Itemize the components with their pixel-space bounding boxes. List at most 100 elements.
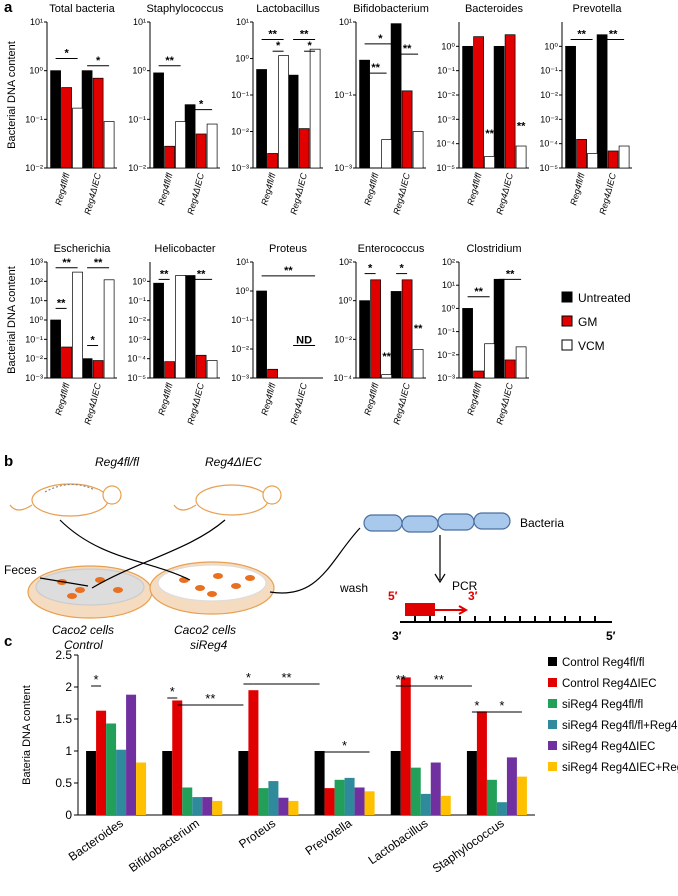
- bar: [287, 74, 299, 169]
- y-tick-label: 10¹: [236, 17, 249, 27]
- bar: [515, 346, 527, 379]
- y-tick-label: 10⁻¹: [231, 90, 249, 100]
- x-tick-label: Proteus: [236, 816, 278, 851]
- mouse-tail: [9, 504, 33, 511]
- y-tick-label: 10⁰: [235, 286, 249, 296]
- bar: [50, 319, 61, 379]
- label: Bacteria: [520, 516, 564, 530]
- bacteria-cells: [363, 512, 511, 533]
- y-tick-label: 10⁻⁴: [436, 139, 455, 149]
- x-tick-label: Reg4fl/fl: [156, 171, 174, 206]
- y-tick-label: 10⁻¹: [25, 114, 43, 124]
- y-tick-label: 10³: [30, 257, 43, 267]
- significance-label: **: [403, 43, 412, 55]
- y-tick-label: 10¹: [133, 17, 146, 27]
- y-axis-label: Bateria DNA content: [21, 685, 33, 785]
- bar: [430, 762, 441, 815]
- bar: [618, 145, 630, 169]
- legend-label: siReg4 Reg4fl/fl: [562, 699, 643, 711]
- legend-swatch: [561, 315, 573, 327]
- dish-inner: [157, 564, 267, 602]
- bar: [412, 349, 424, 379]
- label: 5′: [388, 589, 398, 603]
- significance-label: **: [62, 257, 71, 269]
- arrow: [39, 577, 89, 587]
- y-tick-label: 10⁻¹: [231, 315, 249, 325]
- bar: [256, 69, 267, 169]
- bar: [504, 34, 516, 169]
- y-tick-label: 10²: [339, 257, 352, 267]
- x-tick-label: Reg4fl/fl: [362, 381, 380, 416]
- legend-swatch: [548, 699, 557, 708]
- significance-label: **: [609, 29, 618, 41]
- y-tick-label: 10⁻²: [128, 163, 146, 173]
- x-tick-label: Reg4ΔIEC: [391, 171, 412, 215]
- bar: [268, 781, 279, 815]
- bar: [493, 45, 505, 169]
- y-tick-label: 10⁻³: [437, 114, 455, 124]
- y-tick-label: 10²: [442, 257, 455, 267]
- arrow: [59, 519, 191, 581]
- legend-swatch: [548, 720, 557, 729]
- bar: [258, 788, 269, 815]
- bar: [248, 690, 259, 815]
- x-tick-label: Reg4ΔIEC: [597, 171, 618, 215]
- label: Feces: [4, 563, 37, 577]
- y-tick-label: 10⁻³: [334, 163, 352, 173]
- x-tick-label: Reg4ΔIEC: [288, 381, 309, 425]
- bar: [192, 797, 203, 815]
- mouse: [195, 484, 269, 516]
- legend-swatch: [548, 762, 557, 771]
- y-tick-label: 10¹: [30, 17, 43, 27]
- bar: [473, 36, 484, 169]
- significance-label: *: [199, 99, 204, 111]
- legend-label: siReg4 Reg4fl/fl+Reg4: [562, 720, 678, 732]
- bar: [565, 45, 576, 169]
- bar: [390, 291, 402, 379]
- bar: [493, 278, 505, 379]
- significance-label: *: [170, 684, 175, 699]
- legend-label: siReg4 Reg4ΔIEC: [562, 741, 655, 753]
- bar: [324, 788, 335, 815]
- legend-swatch: [548, 657, 557, 666]
- significance-label: *: [474, 698, 479, 713]
- y-tick-label: 10⁰: [235, 54, 249, 64]
- y-tick-label: 10⁻²: [25, 163, 43, 173]
- x-tick-label: Reg4fl/fl: [465, 381, 483, 416]
- arrow: [91, 519, 226, 589]
- bar: [164, 361, 175, 379]
- significance-label: **: [414, 323, 423, 335]
- primer: [405, 603, 435, 616]
- significance-label: **: [485, 128, 494, 140]
- bar: [466, 751, 477, 815]
- x-tick-label: Reg4fl/fl: [53, 171, 71, 206]
- bar: [381, 374, 392, 379]
- legend-swatch: [561, 291, 573, 303]
- bar: [278, 55, 289, 169]
- y-tick-label: 10⁻²: [540, 90, 558, 100]
- y-tick-label: 10⁻²: [437, 90, 455, 100]
- y-tick-label: 10¹: [30, 296, 43, 306]
- x-tick-label: Reg4fl/fl: [259, 381, 277, 416]
- bar: [486, 779, 497, 815]
- dna-strand: [400, 616, 612, 623]
- bar: [184, 275, 196, 379]
- significance-label: **: [205, 691, 215, 706]
- significance-label: *: [399, 263, 404, 275]
- x-tick-label: Reg4ΔIEC: [185, 381, 206, 425]
- y-tick-label: 10⁻⁴: [127, 354, 146, 364]
- bar: [103, 121, 115, 169]
- y-tick-label: 10⁻¹: [25, 334, 43, 344]
- bar: [61, 346, 72, 379]
- bar: [92, 77, 104, 169]
- diagram: [9, 483, 612, 623]
- bar: [410, 767, 421, 815]
- bar: [462, 308, 473, 379]
- y-tick-label: 10⁻⁵: [128, 373, 147, 383]
- bar: [596, 34, 608, 169]
- significance-label: *: [276, 40, 281, 52]
- bar: [484, 343, 495, 379]
- y-tick-label: 10⁻⁴: [539, 139, 558, 149]
- x-tick-label: Lactobacillus: [366, 816, 431, 867]
